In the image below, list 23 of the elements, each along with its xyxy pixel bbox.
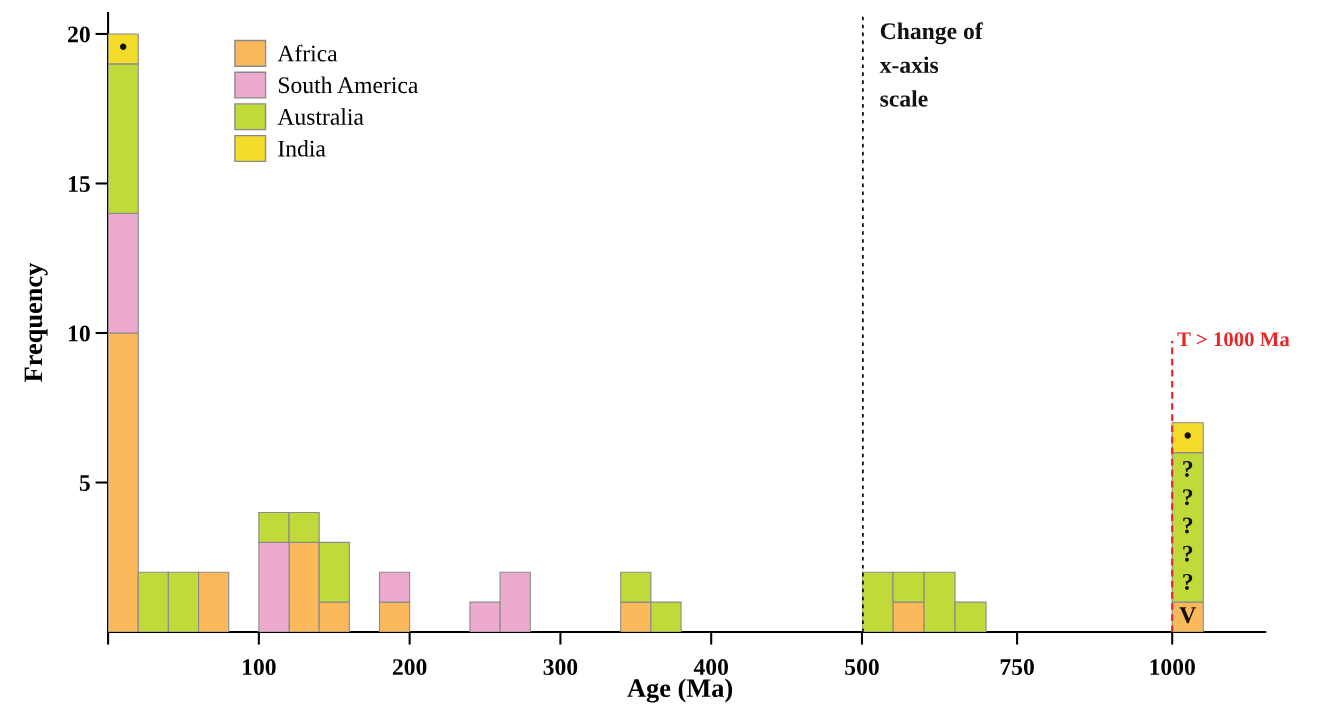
- x-tick-label: 1000: [1150, 659, 1195, 676]
- y-tick-label: 20: [68, 26, 90, 43]
- x-tick-label: 300: [543, 659, 578, 676]
- legend-label: Africa: [277, 44, 338, 62]
- x-tick-label: 100: [243, 659, 276, 676]
- x-axis-title: Age (Ma): [627, 678, 733, 703]
- legend-label: Australia: [277, 108, 364, 125]
- data-label: •: [1184, 432, 1191, 439]
- x-tick-label: 200: [392, 659, 427, 676]
- ref-line-label: T > 1000 Ma: [1177, 332, 1290, 347]
- data-label: ? ? ? ? ?: [1183, 460, 1193, 590]
- y-tick-label: 5: [79, 475, 90, 491]
- x-tick-label: 750: [1000, 659, 1034, 676]
- y-tick-label: 10: [69, 325, 90, 342]
- x-tick-label: 500: [845, 659, 879, 676]
- legend-label: India: [278, 139, 326, 157]
- y-axis-title: Frequency: [24, 262, 48, 382]
- data-label: •: [119, 43, 127, 50]
- y-tick-label: 15: [69, 176, 90, 192]
- data-label: V: [1179, 607, 1196, 624]
- legend-label: South America: [278, 76, 419, 94]
- ref-line-label: Change of x-axis scale: [879, 22, 983, 107]
- x-tick-label: 400: [693, 659, 728, 676]
